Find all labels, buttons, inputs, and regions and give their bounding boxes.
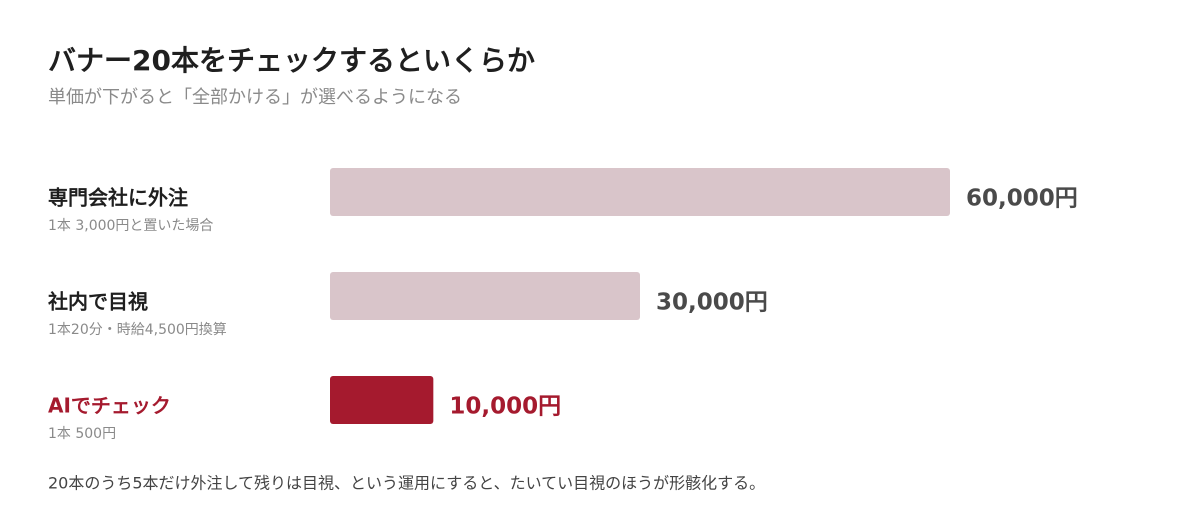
- bar: [330, 168, 950, 216]
- category-description: 1本20分・時給4,500円換算: [48, 322, 227, 338]
- category-label: 社内で目視: [47, 290, 148, 314]
- value-label: 30,000円: [656, 290, 768, 316]
- chart-subtitle: 単価が下がると「全部かける」が選べるようになる: [48, 87, 462, 108]
- category-label: AIでチェック: [48, 394, 171, 418]
- bar: [330, 376, 434, 424]
- chart-title: バナー20本をチェックするといくらか: [48, 44, 535, 77]
- value-label: 60,000円: [966, 186, 1078, 212]
- footnote: 20本のうち5本だけ外注して残りは目視、という運用にすると、たいてい目視のほうが…: [48, 474, 765, 493]
- category-description: 1本 500円: [48, 426, 116, 442]
- category-description: 1本 3,000円と置いた場合: [48, 218, 213, 234]
- value-label: 10,000円: [449, 394, 561, 420]
- category-label: 専門会社に外注: [48, 186, 188, 210]
- bar: [330, 272, 640, 320]
